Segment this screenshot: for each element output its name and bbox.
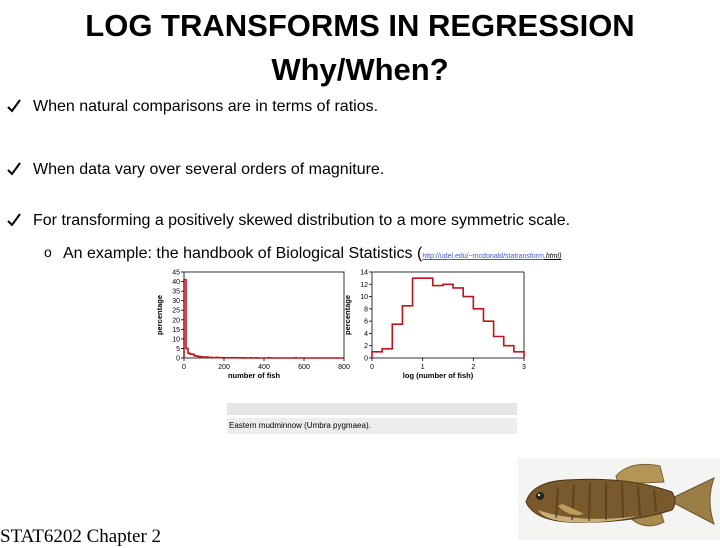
sub-bullet-text: An example: the handbook of Biological S… — [63, 245, 422, 262]
y-tick-label: 14 — [360, 270, 368, 277]
checkmark-icon — [6, 97, 22, 115]
x-tick-label: 1 — [421, 364, 425, 371]
figure-caption-box: Eastern mudminnow (Umbra pygmaea). — [227, 403, 517, 433]
bullet-text: When natural comparisons are in terms of… — [33, 97, 378, 117]
y-tick-label: 2 — [364, 343, 368, 350]
x-tick-label: 200 — [218, 364, 230, 371]
bullet-text: When data vary over several orders of ma… — [33, 160, 384, 180]
histogram-bar — [372, 352, 382, 358]
x-tick-label: 400 — [258, 364, 270, 371]
histogram-bar — [402, 306, 412, 358]
histogram-outline — [372, 278, 524, 358]
y-tick-label: 30 — [172, 298, 180, 305]
y-tick-label: 35 — [172, 289, 180, 296]
y-tick-label: 10 — [360, 294, 368, 301]
x-tick-label: 0 — [182, 364, 186, 371]
plot-frame — [184, 272, 344, 358]
y-tick-label: 5 — [176, 346, 180, 353]
y-tick-label: 0 — [364, 356, 368, 363]
caption-header-bar — [227, 403, 517, 415]
histogram-bar — [423, 278, 433, 358]
y-axis-label: percentage — [155, 295, 164, 335]
y-tick-label: 0 — [176, 356, 180, 363]
histogram-bar — [463, 297, 473, 358]
slide-subtitle: Why/When? — [0, 52, 720, 88]
histogram-outline — [184, 280, 344, 358]
checkmark-icon — [6, 160, 22, 178]
histogram-bar — [494, 337, 504, 359]
source-link[interactable]: http://udel.edu/~mcdonald/statransform — [422, 253, 544, 260]
mudminnow-photo — [518, 458, 720, 540]
x-tick-label: 600 — [298, 364, 310, 371]
y-tick-label: 45 — [172, 270, 180, 277]
y-tick-label: 15 — [172, 327, 180, 334]
sub-bullet-marker: o — [44, 242, 52, 262]
footer-text: STAT6202 Chapter 2 — [0, 526, 161, 548]
y-tick-label: 4 — [364, 331, 368, 338]
histogram-bar — [473, 309, 483, 358]
histogram-bar — [392, 324, 402, 358]
histogram-bar — [382, 349, 392, 358]
y-tick-label: 6 — [364, 319, 368, 326]
bullet-text: For transforming a positively skewed dis… — [33, 211, 570, 231]
histogram-bar — [514, 352, 524, 358]
histogram-bar — [504, 346, 514, 358]
slide-title: LOG TRANSFORMS IN REGRESSION — [0, 8, 720, 44]
y-tick-label: 12 — [360, 282, 368, 289]
checkmark-icon — [6, 211, 22, 229]
histogram-bar — [443, 284, 453, 358]
x-axis-label: log (number of fish) — [403, 371, 474, 380]
x-tick-label: 0 — [370, 364, 374, 371]
histogram-bar — [433, 286, 443, 358]
figure-caption: Eastern mudminnow (Umbra pygmaea). — [227, 418, 517, 434]
x-tick-label: 3 — [522, 364, 526, 371]
histogram-bar — [483, 321, 493, 358]
x-tick-label: 2 — [471, 364, 475, 371]
histogram-bar — [413, 278, 423, 358]
x-axis-label: number of fish — [228, 371, 281, 380]
y-axis-label: percentage — [343, 295, 352, 335]
source-link-end[interactable]: .html) — [544, 253, 562, 260]
y-tick-label: 40 — [172, 279, 180, 286]
y-tick-label: 25 — [172, 308, 180, 315]
histogram-bar — [453, 288, 463, 358]
y-tick-label: 10 — [172, 336, 180, 343]
y-tick-label: 8 — [364, 306, 368, 313]
y-tick-label: 20 — [172, 317, 180, 324]
